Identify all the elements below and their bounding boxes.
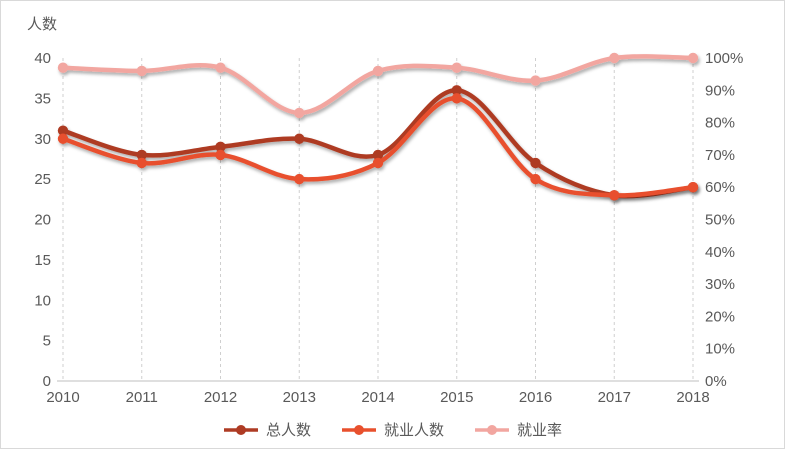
right-tick-label: 30%: [705, 276, 735, 293]
right-tick-label: 40%: [705, 244, 735, 261]
legend-label: 就业人数: [383, 422, 444, 439]
left-tick-label: 25: [34, 171, 51, 188]
series-rate-marker: [136, 65, 147, 77]
right-tick-label: 10%: [705, 341, 735, 358]
left-tick-label: 30: [34, 131, 51, 148]
right-tick-label: 100%: [705, 50, 743, 67]
legend: 总人数 就业人数 就业率: [1, 419, 784, 440]
series-total-marker: [136, 149, 147, 161]
x-tick-label: 2011: [126, 389, 158, 406]
gridlines: [62, 58, 694, 381]
legend-item-total: 总人数: [223, 419, 311, 440]
x-tick-label: 2017: [598, 389, 631, 406]
left-tick-label: 20: [34, 212, 51, 229]
series-rate-marker: [57, 62, 69, 73]
series-rate-marker: [530, 75, 541, 86]
series-employed-marker: [215, 149, 226, 161]
legend-marker-icon: [223, 424, 258, 435]
series-employed-marker: [136, 157, 147, 169]
legend-marker-icon: [475, 424, 509, 435]
series-employed-marker: [294, 173, 305, 185]
series-rate-marker: [294, 107, 305, 119]
series-total-marker: [57, 125, 69, 136]
legend-dot: [353, 424, 364, 435]
series-total-marker: [294, 133, 305, 144]
x-tick-label: 2018: [676, 389, 709, 406]
series-rate-marker: [451, 62, 462, 73]
left-tick-label: 5: [43, 333, 51, 350]
x-tick-label: 2013: [283, 389, 316, 406]
series-rate-marker: [687, 52, 699, 64]
legend-dot: [235, 424, 246, 435]
series-employed-marker: [372, 157, 384, 169]
series-rate-marker: [609, 52, 620, 64]
series-employed-marker: [530, 173, 541, 185]
series-lines: [57, 52, 699, 201]
legend-marker-icon: [341, 424, 376, 435]
series-employed: [57, 93, 699, 201]
series-total-marker: [530, 157, 541, 169]
series-total-marker: [372, 149, 384, 161]
right-tick-label: 50%: [705, 212, 735, 229]
right-axis-ticks: 0% 10% 20% 30% 40% 50% 60% 70% 80% 90% 100%: [705, 50, 743, 390]
series-rate: [57, 52, 699, 119]
x-tick-label: 2015: [440, 389, 473, 406]
right-tick-label: 80%: [705, 115, 735, 132]
right-tick-label: 60%: [705, 179, 735, 196]
legend-label: 就业率: [517, 422, 563, 439]
y-axis-title: 人数: [27, 16, 58, 33]
series-employed-marker: [687, 182, 699, 193]
right-tick-label: 90%: [705, 82, 735, 99]
legend-item-rate: 就业率: [474, 419, 562, 440]
legend-item-employed: 就业人数: [341, 419, 444, 440]
right-tick-label: 20%: [705, 308, 735, 325]
left-tick-label: 0: [43, 373, 51, 390]
left-tick-label: 35: [34, 90, 51, 107]
series-employed-marker: [451, 93, 462, 104]
series-rate-marker: [215, 62, 226, 73]
right-tick-label: 0%: [705, 373, 727, 390]
legend-label: 总人数: [265, 422, 311, 439]
series-employed-marker: [609, 190, 620, 201]
left-tick-label: 15: [34, 252, 51, 269]
left-axis-ticks: 0 5 10 15 20 25 30 35 40: [34, 50, 51, 390]
left-tick-label: 40: [34, 50, 51, 67]
right-tick-label: 70%: [705, 147, 735, 164]
series-rate-marker: [372, 65, 384, 77]
series-employed-marker: [57, 133, 69, 144]
series-total-marker: [215, 141, 226, 153]
legend-dot: [487, 424, 497, 435]
left-tick-label: 10: [34, 292, 51, 309]
series-total-marker: [451, 85, 462, 96]
x-tick-label: 2010: [46, 389, 79, 406]
x-tick-label: 2016: [519, 389, 552, 406]
x-tick-label: 2014: [361, 389, 394, 406]
x-axis-labels: 2010 2011 2012 2013 2014 2015 2016 2017 2018: [46, 389, 709, 406]
x-tick-label: 2012: [204, 389, 237, 406]
